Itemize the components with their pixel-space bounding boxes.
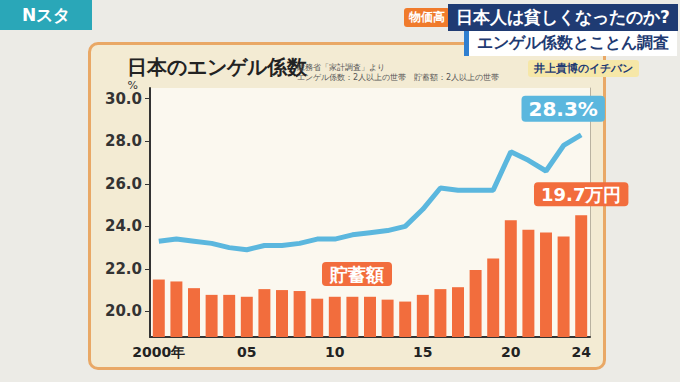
svg-text:22.0: 22.0 [105, 260, 142, 278]
html-text:エンゲル係数とことん調査: エンゲル係数とことん調査 [477, 33, 669, 52]
svg-text:26.0: 26.0 [105, 175, 142, 193]
svg-text:19.7万円: 19.7万円 [541, 184, 621, 205]
svg-text:総務省「家計調査」より: 総務省「家計調査」より [296, 63, 385, 72]
svg-text:05: 05 [237, 344, 256, 360]
svg-text:貯蓄額: 貯蓄額 [329, 264, 384, 285]
svg-text:24.0: 24.0 [105, 217, 142, 235]
svg-text:28.0: 28.0 [105, 132, 142, 150]
svg-text:10: 10 [325, 344, 345, 360]
svg-text:30.0: 30.0 [105, 90, 142, 108]
svg-text:24: 24 [571, 344, 591, 360]
svg-text:20: 20 [501, 344, 521, 360]
html-text:物価高: 物価高 [409, 10, 445, 24]
svg-text:2000年: 2000年 [132, 344, 185, 360]
html-text:日本人は貧しくなったのか?: 日本人は貧しくなったのか? [456, 7, 670, 27]
html-text:Nスタ: Nスタ [21, 5, 71, 25]
html-text:井上貴博のイチバン: 井上貴博のイチバン [534, 62, 633, 75]
svg-text:日本のエンゲル係数: 日本のエンゲル係数 [127, 55, 308, 79]
svg-text:28.3%: 28.3% [529, 97, 598, 121]
svg-text:20.0: 20.0 [105, 302, 142, 320]
svg-text:15: 15 [413, 344, 432, 360]
svg-text:エンゲル係数：2人以上の世帯 貯蓄額：2人以上の世帯: エンゲル係数：2人以上の世帯 貯蓄額：2人以上の世帯 [297, 73, 499, 82]
